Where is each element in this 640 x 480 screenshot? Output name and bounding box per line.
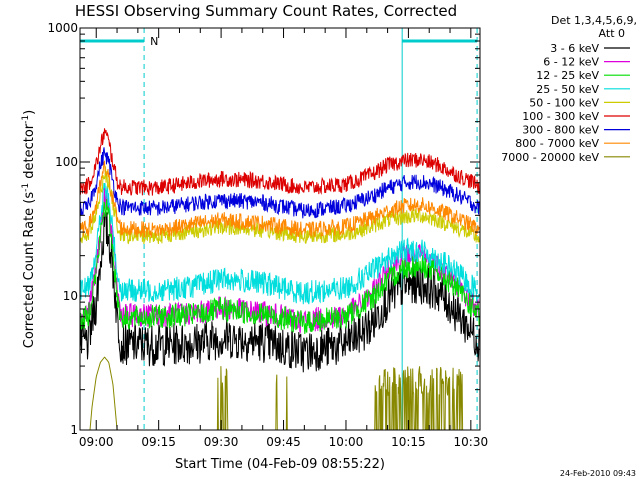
series-line-300-800kev [79, 147, 480, 219]
x-tick-label: 09:00 [79, 435, 114, 449]
legend-label: 12 - 25 keV [536, 69, 599, 82]
legend-label: 25 - 50 keV [536, 83, 599, 96]
y-tick-label: 10 [63, 289, 78, 303]
legend-label: 100 - 300 keV [522, 110, 599, 123]
legend-label: 800 - 7000 keV [515, 137, 599, 150]
legend-header-2: Att 0 [599, 27, 625, 40]
legend-label: 300 - 800 keV [522, 124, 599, 137]
legend-header-1: Det 1,3,4,5,6,9, [551, 14, 637, 27]
x-axis-label: Start Time (04-Feb-09 08:55:22) [175, 457, 385, 472]
x-tick-label: 09:15 [141, 435, 176, 449]
x-tick-label: 10:15 [391, 435, 426, 449]
y-tick-label: 1 [70, 423, 78, 437]
plot-frame [79, 27, 481, 431]
y-tick-label: 100 [55, 155, 78, 169]
legend-label: 3 - 6 keV [550, 42, 599, 55]
series-line-100-300kev [79, 128, 480, 197]
series-layer [79, 128, 480, 431]
legend-label: 6 - 12 keV [543, 56, 599, 69]
legend-label: 7000 - 20000 keV [501, 151, 599, 164]
y-axis-label: Corrected Count Rate (s-1 detector-1) [21, 110, 37, 348]
series-line-800-7000kev [79, 159, 480, 238]
footer-timestamp: 24-Feb-2010 09:43 [560, 469, 636, 478]
series-line-12-25kev [79, 199, 480, 335]
series-line-7000-20000kev [80, 356, 480, 431]
chart-title: HESSI Observing Summary Count Rates, Cor… [75, 2, 457, 20]
series-line-25-50kev [79, 183, 480, 305]
x-tick-label: 09:30 [204, 435, 239, 449]
flag-label: N [150, 35, 158, 48]
legend-label: 50 - 100 keV [529, 96, 599, 109]
y-tick-label: 1000 [47, 21, 78, 35]
x-tick-label: 09:45 [266, 435, 301, 449]
x-tick-label: 10:30 [454, 435, 489, 449]
x-axis: 09:00 09:15 09:30 09:45 10:00 10:15 10:30 [79, 28, 488, 449]
x-tick-label: 10:00 [329, 435, 364, 449]
y-axis: 1000 100 10 1 [47, 21, 480, 437]
